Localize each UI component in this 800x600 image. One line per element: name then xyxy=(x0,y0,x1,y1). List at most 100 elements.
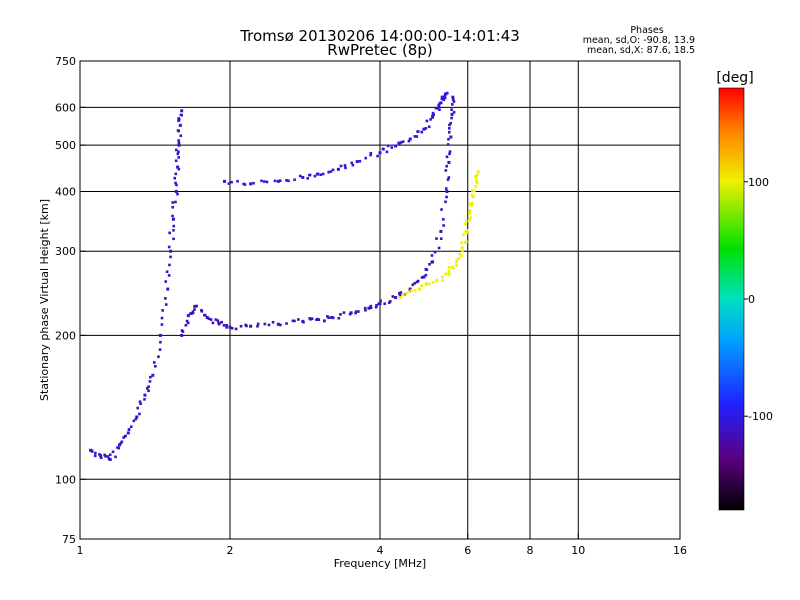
data-point xyxy=(367,306,371,310)
data-point xyxy=(93,454,97,458)
data-point xyxy=(465,240,468,244)
data-point xyxy=(230,180,233,184)
data-point xyxy=(449,121,453,125)
data-point xyxy=(401,293,405,296)
data-point xyxy=(363,306,367,310)
data-point xyxy=(431,116,434,119)
data-point xyxy=(439,229,443,233)
data-point xyxy=(398,292,401,295)
data-point xyxy=(177,156,180,159)
data-point xyxy=(174,159,178,163)
data-point xyxy=(450,108,453,111)
data-point xyxy=(460,254,463,258)
data-point xyxy=(445,155,449,159)
data-point xyxy=(225,326,228,329)
data-point xyxy=(468,211,472,215)
data-point xyxy=(424,127,428,130)
data-point xyxy=(355,160,359,164)
data-point xyxy=(464,229,468,233)
data-point xyxy=(437,104,441,108)
data-point xyxy=(331,316,335,320)
data-point xyxy=(313,174,317,178)
data-point xyxy=(177,167,181,171)
data-point xyxy=(191,310,195,314)
data-point xyxy=(174,181,177,185)
data-point xyxy=(147,385,150,388)
data-point xyxy=(186,314,190,318)
data-point xyxy=(441,279,444,282)
colorbar-tick-label: -100 xyxy=(748,410,773,423)
data-point xyxy=(448,152,451,156)
data-point xyxy=(474,185,477,188)
data-point xyxy=(447,137,450,141)
data-point xyxy=(424,267,428,271)
data-point xyxy=(179,134,183,138)
data-point xyxy=(473,189,476,193)
axis-ticks: 1 2 4 6 8 10 16 75 100 200 300 400 500 600 750 xyxy=(55,55,687,557)
x-tick-label: 1 xyxy=(77,544,84,557)
data-point xyxy=(273,179,277,183)
data-point xyxy=(138,412,141,416)
data-point xyxy=(468,202,472,206)
data-point xyxy=(458,252,462,256)
data-point xyxy=(278,179,282,182)
data-point xyxy=(173,176,177,180)
data-point xyxy=(327,170,330,174)
data-point xyxy=(160,323,164,326)
y-tick-label: 300 xyxy=(55,245,76,258)
data-point xyxy=(364,156,368,160)
data-point xyxy=(171,214,174,218)
data-point xyxy=(111,450,115,454)
data-point xyxy=(291,319,295,323)
data-point xyxy=(120,440,124,444)
x-tick-label: 2 xyxy=(227,544,234,557)
data-point xyxy=(435,278,439,282)
data-point xyxy=(180,329,184,332)
data-point xyxy=(223,179,227,183)
data-point xyxy=(379,299,382,303)
data-point xyxy=(448,130,451,134)
colorbar-label: [deg] xyxy=(716,70,753,86)
data-point xyxy=(330,315,334,319)
phase-x-stats: mean, sd,X: 87.6, 18.5 xyxy=(587,45,695,56)
data-point xyxy=(174,200,177,204)
data-point xyxy=(293,319,296,323)
colorbar-tick-label: 100 xyxy=(748,176,769,189)
data-point xyxy=(177,139,180,142)
data-point xyxy=(364,308,367,312)
data-point xyxy=(336,167,340,171)
data-point xyxy=(175,148,178,152)
x-tick-label: 4 xyxy=(377,544,384,557)
data-point xyxy=(243,183,247,186)
phase-heading: Phases xyxy=(630,25,663,36)
data-point xyxy=(358,159,362,163)
data-point xyxy=(127,428,131,431)
data-point xyxy=(475,174,478,177)
data-point xyxy=(104,454,107,458)
data-point xyxy=(116,446,119,449)
data-point xyxy=(460,246,464,250)
data-point xyxy=(90,449,94,453)
data-point xyxy=(374,305,378,309)
data-point xyxy=(225,324,229,327)
y-tick-label: 200 xyxy=(55,329,76,342)
data-point xyxy=(405,292,408,295)
data-point xyxy=(452,110,456,114)
data-point xyxy=(99,456,103,460)
data-point xyxy=(408,137,412,141)
data-point xyxy=(339,164,343,168)
data-point xyxy=(228,325,232,329)
data-point xyxy=(230,326,234,330)
y-tick-label: 75 xyxy=(62,533,76,546)
data-point xyxy=(129,425,133,429)
data-point xyxy=(157,355,160,359)
chart-title: Tromsø 20130206 14:00:00-14:01:43 xyxy=(239,27,520,45)
data-point xyxy=(349,311,353,315)
data-point xyxy=(472,195,475,199)
data-point xyxy=(216,319,220,322)
data-point xyxy=(401,140,405,143)
y-tick-label: 100 xyxy=(55,473,76,486)
data-point xyxy=(348,312,352,316)
colorbar-tick-label: 0 xyxy=(748,293,755,306)
